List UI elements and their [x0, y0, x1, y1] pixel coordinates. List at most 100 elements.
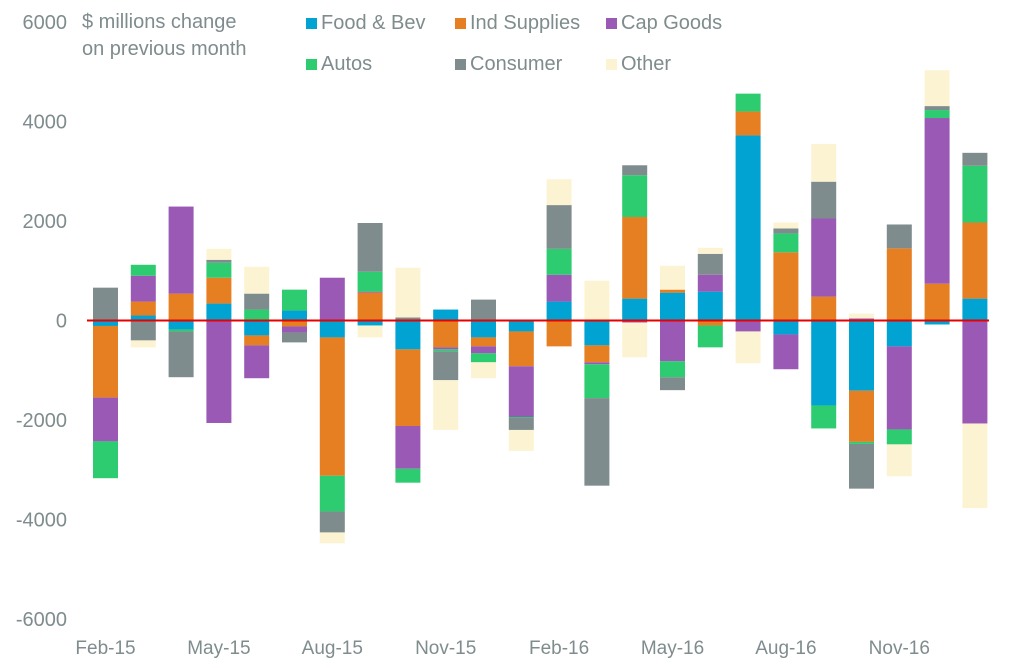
bar-segment-autos-feb-16: [546, 248, 572, 275]
bar-segment-ind-supplies-jul-16: [735, 111, 761, 136]
bar-segment-cap-goods-dec-16: [924, 118, 950, 284]
bar-segment-cap-goods-oct-15: [395, 425, 421, 469]
bar-segment-cap-goods-nov-16: [886, 346, 912, 430]
bar-segment-cap-goods-jul-15: [282, 326, 307, 333]
y-tick-label: -4000: [16, 510, 67, 532]
legend-item-autos: Autos: [306, 53, 372, 76]
bar-segment-autos-nov-16: [886, 429, 912, 445]
x-tick-label: Nov-16: [869, 638, 930, 659]
bar-segment-ind-supplies-dec-16: [924, 283, 950, 321]
bar-segment-other-jan-17: [962, 423, 988, 509]
bar-segment-cap-goods-aug-16: [773, 334, 799, 370]
bar-segment-other-jul-16: [735, 331, 761, 364]
bar-segment-ind-supplies-nov-15: [433, 320, 459, 348]
bar-segment-food-bev-jun-16: [697, 291, 723, 321]
legend-swatch-cap-goods: [606, 18, 617, 29]
bar-segment-ind-supplies-sep-15: [357, 292, 383, 321]
bar-segment-cap-goods-jul-16: [735, 320, 761, 332]
bar-segment-food-bev-oct-16: [849, 320, 874, 391]
chart-title-line-2: on previous month: [82, 38, 247, 60]
x-tick-label: Aug-15: [302, 638, 363, 659]
bar-segment-autos-jun-16: [697, 325, 723, 348]
bar-segment-other-may-15: [206, 248, 232, 260]
bar-segment-autos-apr-16: [622, 175, 648, 218]
bar-segment-autos-may-16: [660, 361, 685, 378]
bar-segment-other-nov-16: [886, 444, 912, 477]
bar-segment-food-bev-mar-15: [130, 315, 156, 321]
bar-segment-other-sep-16: [811, 143, 837, 182]
legend-label-ind-supplies: Ind Supplies: [470, 12, 581, 34]
y-tick-label: -2000: [16, 410, 67, 432]
bar-segment-other-dec-16: [924, 70, 950, 107]
bar-segment-consumer-mar-16: [584, 398, 610, 486]
bar-segment-consumer-nov-16: [886, 224, 912, 249]
bar-segment-consumer-apr-15: [168, 331, 194, 378]
legend-swatch-ind-supplies: [455, 18, 466, 29]
bar-segment-autos-jun-15: [244, 309, 270, 321]
bar-segment-food-bev-jun-15: [244, 320, 270, 336]
bar-segment-ind-supplies-apr-16: [622, 217, 648, 299]
bar-segment-consumer-feb-15: [93, 287, 118, 321]
bar-segment-food-bev-nov-16: [886, 320, 912, 347]
y-tick-label: 0: [56, 311, 67, 333]
bar-segment-cap-goods-sep-15: [357, 291, 383, 293]
bar-segment-ind-supplies-oct-15: [395, 349, 421, 426]
bar-segment-consumer-dec-16: [924, 106, 950, 111]
bar-segment-other-jan-16: [508, 429, 534, 451]
bar-segment-cap-goods-aug-15: [319, 277, 345, 321]
bar-segment-cap-goods-feb-15: [93, 397, 118, 442]
bar-segment-food-bev-mar-16: [584, 320, 610, 346]
bar-segment-other-jun-15: [244, 266, 270, 294]
legend-item-food-bev: Food & Bev: [306, 12, 426, 35]
bar-segment-food-bev-aug-15: [319, 320, 345, 338]
legend-item-ind-supplies: Ind Supplies: [455, 12, 580, 35]
bar-segment-consumer-jan-17: [962, 152, 988, 166]
bar-segment-cap-goods-jan-17: [962, 320, 988, 424]
bar-segment-food-bev-dec-16: [924, 320, 950, 325]
bar-segment-cap-goods-jun-15: [244, 345, 270, 379]
bar-segment-food-bev-feb-16: [546, 301, 572, 321]
bar-segment-autos-dec-15: [471, 353, 496, 363]
y-tick-label: 4000: [23, 112, 68, 134]
bar-segment-autos-apr-15: [168, 329, 194, 332]
bar-segment-consumer-feb-16: [546, 205, 572, 249]
bar-segment-ind-supplies-feb-16: [546, 320, 572, 347]
bar-segment-cap-goods-mar-16: [584, 362, 610, 365]
bar-segment-autos-sep-15: [357, 271, 383, 292]
bar-segment-autos-aug-15: [319, 475, 345, 512]
y-axis-ticks: 6000 4000 2000 0 -2000 -4000 -6000: [16, 12, 67, 631]
bar-segment-consumer-jun-15: [244, 293, 270, 310]
bar-segment-ind-supplies-aug-16: [773, 252, 799, 321]
bar-segment-other-jun-16: [697, 247, 723, 254]
bar-segment-cap-goods-sep-16: [811, 218, 837, 297]
bar-segment-consumer-jul-15: [282, 332, 307, 343]
bar-segment-other-oct-16: [849, 313, 874, 319]
bar-segment-other-dec-15: [471, 362, 496, 379]
bar-segment-autos-oct-15: [395, 468, 421, 483]
bar-segment-ind-supplies-may-15: [206, 277, 232, 304]
bar-segment-ind-supplies-jun-16: [697, 320, 723, 326]
bar-segment-consumer-oct-16: [849, 443, 874, 489]
legend-label-autos: Autos: [321, 53, 373, 75]
bar-segment-other-sep-15: [357, 325, 383, 338]
legend-swatch-consumer: [455, 59, 466, 70]
bar-segment-cap-goods-jun-16: [697, 274, 723, 292]
bar-segment-ind-supplies-oct-16: [849, 390, 874, 442]
bar-segment-ind-supplies-aug-15: [319, 337, 345, 476]
bar-segment-autos-jul-16: [735, 93, 761, 112]
bar-segment-consumer-apr-16: [622, 165, 648, 176]
bar-segment-food-bev-jan-16: [508, 320, 534, 332]
bar-segment-autos-oct-16: [849, 441, 874, 444]
bar-segment-consumer-sep-16: [811, 181, 837, 219]
bar-segment-food-bev-aug-16: [773, 320, 799, 335]
legend-item-consumer: Consumer: [455, 53, 562, 76]
legend-label-consumer: Consumer: [470, 53, 563, 75]
legend-item-other: Other: [606, 53, 671, 76]
bar-segment-food-bev-nov-15: [433, 309, 459, 321]
bar-segment-other-apr-16: [622, 322, 648, 358]
y-tick-label: -6000: [16, 609, 67, 631]
bar-segment-consumer-mar-15: [130, 320, 156, 341]
bar-segment-cap-goods-apr-15: [168, 206, 194, 294]
bar-segment-autos-mar-16: [584, 364, 610, 399]
